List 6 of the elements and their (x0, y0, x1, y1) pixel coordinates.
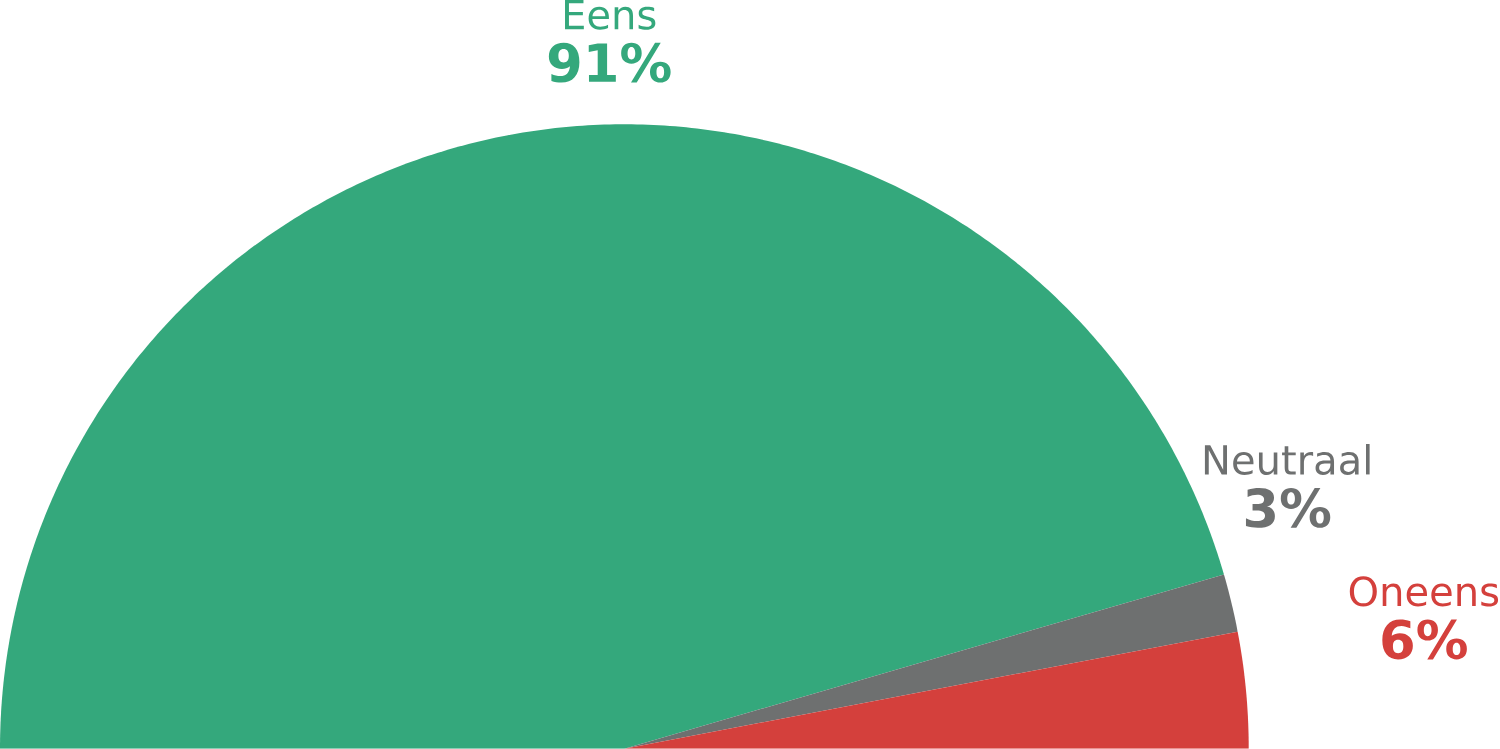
data-label: 91% (548, 42, 671, 83)
slice-label: Neutraal (1204, 444, 1370, 476)
slice-label: Eens (565, 0, 656, 30)
data-label: 6% (1382, 619, 1467, 660)
slice-label: Oneens (1349, 576, 1499, 607)
data-label: 3% (1245, 488, 1331, 529)
